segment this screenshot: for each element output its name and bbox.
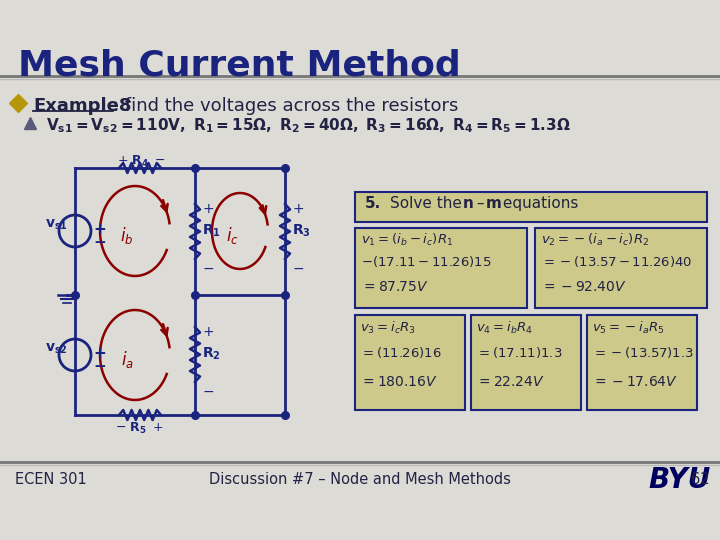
Text: +: +: [93, 222, 106, 237]
Text: $= 87.75V$: $= 87.75V$: [361, 280, 429, 294]
Text: $\mathbf{V_{s1} = V_{s2} = 110V,\ R_1 = 15\Omega,\ R_2 = 40\Omega,\ R_3 = 16\Ome: $\mathbf{V_{s1} = V_{s2} = 110V,\ R_1 = …: [46, 116, 571, 134]
Text: $\mathbf{R_3}$: $\mathbf{R_3}$: [292, 223, 311, 239]
Text: $v_5 = -i_a R_5$: $v_5 = -i_a R_5$: [592, 320, 665, 336]
Text: $i_a$: $i_a$: [120, 349, 133, 370]
Text: $-(17.11 - 11.26)15$: $-(17.11 - 11.26)15$: [361, 254, 492, 269]
Text: Mesh Current Method: Mesh Current Method: [18, 48, 461, 82]
Text: $\mathbf{v_{s2}}$: $\mathbf{v_{s2}}$: [45, 342, 68, 356]
Text: equations: equations: [498, 196, 578, 211]
Text: $-$: $-$: [202, 384, 214, 398]
Text: Example8: Example8: [33, 97, 132, 115]
Text: 62: 62: [691, 472, 710, 487]
Text: m: m: [486, 196, 502, 211]
Text: $i_c$: $i_c$: [225, 226, 238, 246]
Text: –: –: [472, 196, 490, 211]
FancyBboxPatch shape: [355, 192, 707, 222]
Text: BYU: BYU: [648, 466, 710, 494]
Text: $\mathbf{v_{s1}}$: $\mathbf{v_{s1}}$: [45, 218, 68, 232]
Text: ECEN 301: ECEN 301: [15, 472, 86, 487]
Text: $= (17.11)1.3$: $= (17.11)1.3$: [476, 345, 562, 360]
FancyBboxPatch shape: [535, 228, 707, 308]
Text: −: −: [93, 235, 106, 250]
Text: n: n: [463, 196, 474, 211]
Text: $\mathbf{R_1}$: $\mathbf{R_1}$: [202, 223, 221, 239]
Text: −: −: [93, 359, 106, 374]
Text: $+$: $+$: [202, 325, 214, 339]
Text: $-\ \mathbf{R_5}\ +$: $-\ \mathbf{R_5}\ +$: [115, 421, 163, 436]
Text: $v_4 = i_b R_4$: $v_4 = i_b R_4$: [476, 320, 533, 336]
Text: $-$: $-$: [202, 261, 214, 275]
Text: $= 180.16V$: $= 180.16V$: [360, 375, 438, 389]
Text: $+$: $+$: [292, 202, 304, 216]
Text: $= -(13.57)1.3$: $= -(13.57)1.3$: [592, 345, 694, 360]
Text: $= 22.24V$: $= 22.24V$: [476, 375, 544, 389]
Text: Solve the: Solve the: [390, 196, 467, 211]
FancyBboxPatch shape: [587, 315, 697, 410]
Text: $= -17.64V$: $= -17.64V$: [592, 375, 678, 389]
FancyBboxPatch shape: [471, 315, 581, 410]
Text: $= -92.40V$: $= -92.40V$: [541, 280, 627, 294]
Text: $= (11.26)16$: $= (11.26)16$: [360, 345, 441, 360]
Text: 5.: 5.: [365, 196, 382, 211]
Text: $v_2 = -(i_a - i_c)R_2$: $v_2 = -(i_a - i_c)R_2$: [541, 232, 649, 248]
Text: Discussion #7 – Node and Mesh Methods: Discussion #7 – Node and Mesh Methods: [209, 472, 511, 487]
Text: $+$: $+$: [202, 202, 214, 216]
FancyBboxPatch shape: [355, 228, 527, 308]
Text: : find the voltages across the resistors: : find the voltages across the resistors: [113, 97, 459, 115]
FancyBboxPatch shape: [355, 315, 465, 410]
Text: $= -(13.57 - 11.26)40$: $= -(13.57 - 11.26)40$: [541, 254, 692, 269]
Text: $-$: $-$: [292, 261, 304, 275]
Text: $i_b$: $i_b$: [120, 226, 134, 246]
Text: $\mathbf{R_2}$: $\mathbf{R_2}$: [202, 346, 221, 362]
Text: +: +: [93, 346, 106, 361]
Text: $+\ \mathbf{R_4}\ -$: $+\ \mathbf{R_4}\ -$: [117, 154, 166, 169]
Text: $v_3 = i_c R_3$: $v_3 = i_c R_3$: [360, 320, 416, 336]
Text: $v_1 = (i_b - i_c)R_1$: $v_1 = (i_b - i_c)R_1$: [361, 232, 453, 248]
